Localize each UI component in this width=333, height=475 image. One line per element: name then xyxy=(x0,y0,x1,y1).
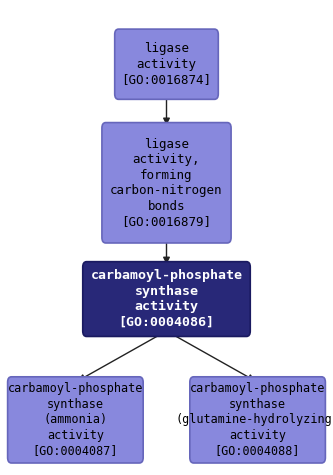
FancyBboxPatch shape xyxy=(83,262,250,336)
Text: carbamoyl-phosphate
synthase
activity
[GO:0004086]: carbamoyl-phosphate synthase activity [G… xyxy=(91,269,242,329)
FancyBboxPatch shape xyxy=(115,29,218,99)
Text: ligase
activity
[GO:0016874]: ligase activity [GO:0016874] xyxy=(122,42,211,86)
Text: carbamoyl-phosphate
synthase
(ammonia)
activity
[GO:0004087]: carbamoyl-phosphate synthase (ammonia) a… xyxy=(8,382,143,457)
FancyBboxPatch shape xyxy=(102,123,231,243)
FancyBboxPatch shape xyxy=(190,377,325,463)
FancyBboxPatch shape xyxy=(8,377,143,463)
Text: carbamoyl-phosphate
synthase
(glutamine-hydrolyzing)
activity
[GO:0004088]: carbamoyl-phosphate synthase (glutamine-… xyxy=(176,382,333,457)
Text: ligase
activity,
forming
carbon-nitrogen
bonds
[GO:0016879]: ligase activity, forming carbon-nitrogen… xyxy=(110,138,223,228)
